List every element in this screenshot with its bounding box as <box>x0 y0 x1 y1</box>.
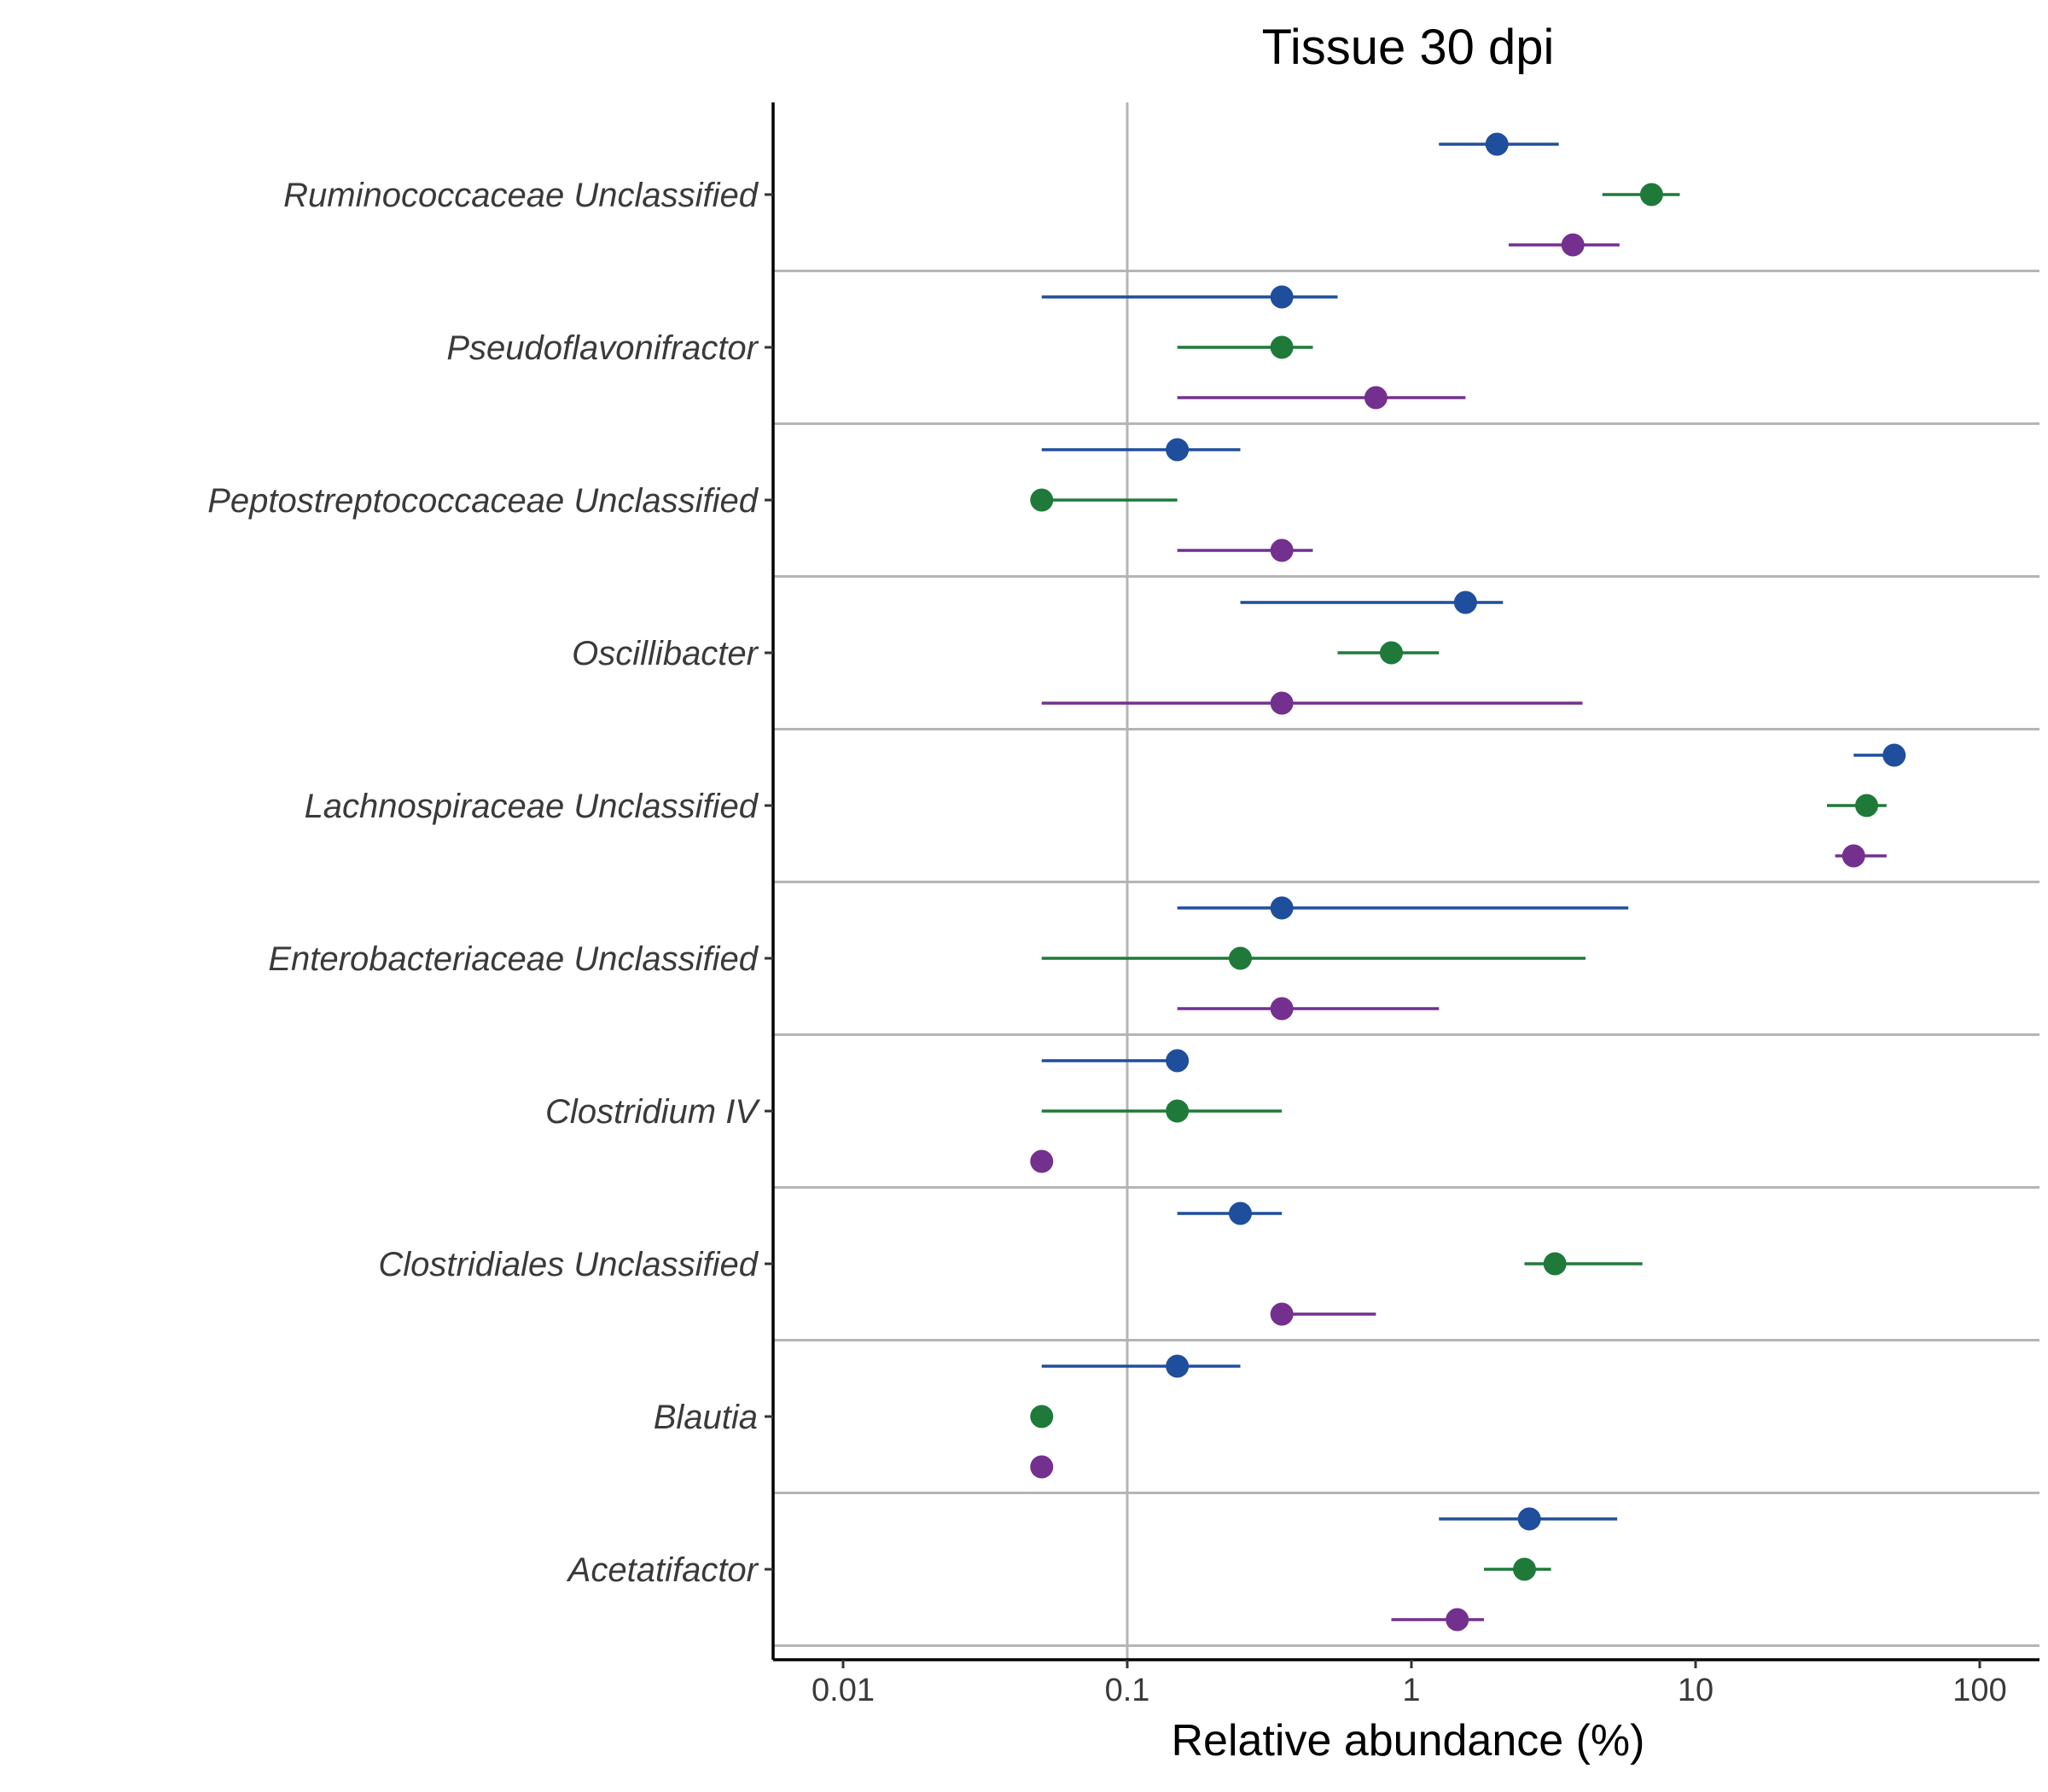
data-point <box>1270 997 1294 1021</box>
data-point <box>1485 132 1509 156</box>
data-point <box>1513 1557 1537 1581</box>
data-point <box>1030 1149 1054 1173</box>
data-point <box>1166 438 1190 462</box>
category-labels: Ruminococcaceae Unclassified Pseudoflavon… <box>207 177 773 1589</box>
data-point <box>1166 1049 1190 1073</box>
category-label: Blautia <box>654 1399 758 1436</box>
category-label: Acetatifactor <box>567 1551 759 1589</box>
data-point <box>1453 591 1477 614</box>
data-point <box>1270 896 1294 920</box>
chart-title: Tissue 30 dpi <box>1262 20 1555 75</box>
data-point <box>1639 183 1663 207</box>
x-tick-label: 100 <box>1952 1673 2006 1708</box>
data-point <box>1270 538 1294 562</box>
data-point <box>1543 1252 1567 1276</box>
data-point <box>1030 488 1054 512</box>
data-point <box>1379 641 1403 665</box>
data-point <box>1364 386 1388 410</box>
category-label: Clostridium IV <box>545 1093 760 1131</box>
x-tick-label: 10 <box>1678 1673 1713 1708</box>
data-point <box>1270 691 1294 715</box>
data-point <box>1841 844 1865 868</box>
data-point <box>1270 1302 1294 1326</box>
data-point <box>1030 1455 1054 1479</box>
x-tick-label: 0.1 <box>1105 1673 1150 1708</box>
data-point <box>1270 285 1294 309</box>
data-marks <box>1030 132 1906 1632</box>
x-ticks: 0.01 0.1 1 10 100 <box>812 1660 2007 1708</box>
data-point <box>1166 1099 1190 1123</box>
category-label: Oscillibacter <box>572 635 759 672</box>
category-label: Clostridiales Unclassified <box>378 1246 759 1283</box>
data-point <box>1517 1507 1541 1531</box>
data-point <box>1229 946 1253 970</box>
category-label: Peptostreptococcaceae Unclassified <box>207 482 759 520</box>
data-point <box>1561 233 1585 257</box>
category-separators <box>773 270 2039 1647</box>
data-point <box>1166 1354 1190 1378</box>
data-point <box>1229 1201 1253 1225</box>
data-point <box>1446 1608 1469 1632</box>
category-label: Pseudoflavonifractor <box>446 329 759 367</box>
category-label: Ruminococcaceae Unclassified <box>283 177 759 214</box>
x-tick-label: 1 <box>1402 1673 1420 1708</box>
category-label: Enterobacteriaceae Unclassified <box>268 940 759 978</box>
x-axis-label: Relative abundance (%) <box>1172 1716 1645 1766</box>
data-point <box>1882 743 1906 767</box>
data-point <box>1270 335 1294 359</box>
x-tick-label: 0.01 <box>812 1673 875 1708</box>
category-label: Lachnospiraceae Unclassified <box>305 788 759 825</box>
data-point <box>1854 794 1878 817</box>
axes <box>771 102 2039 1661</box>
data-point <box>1030 1405 1054 1428</box>
